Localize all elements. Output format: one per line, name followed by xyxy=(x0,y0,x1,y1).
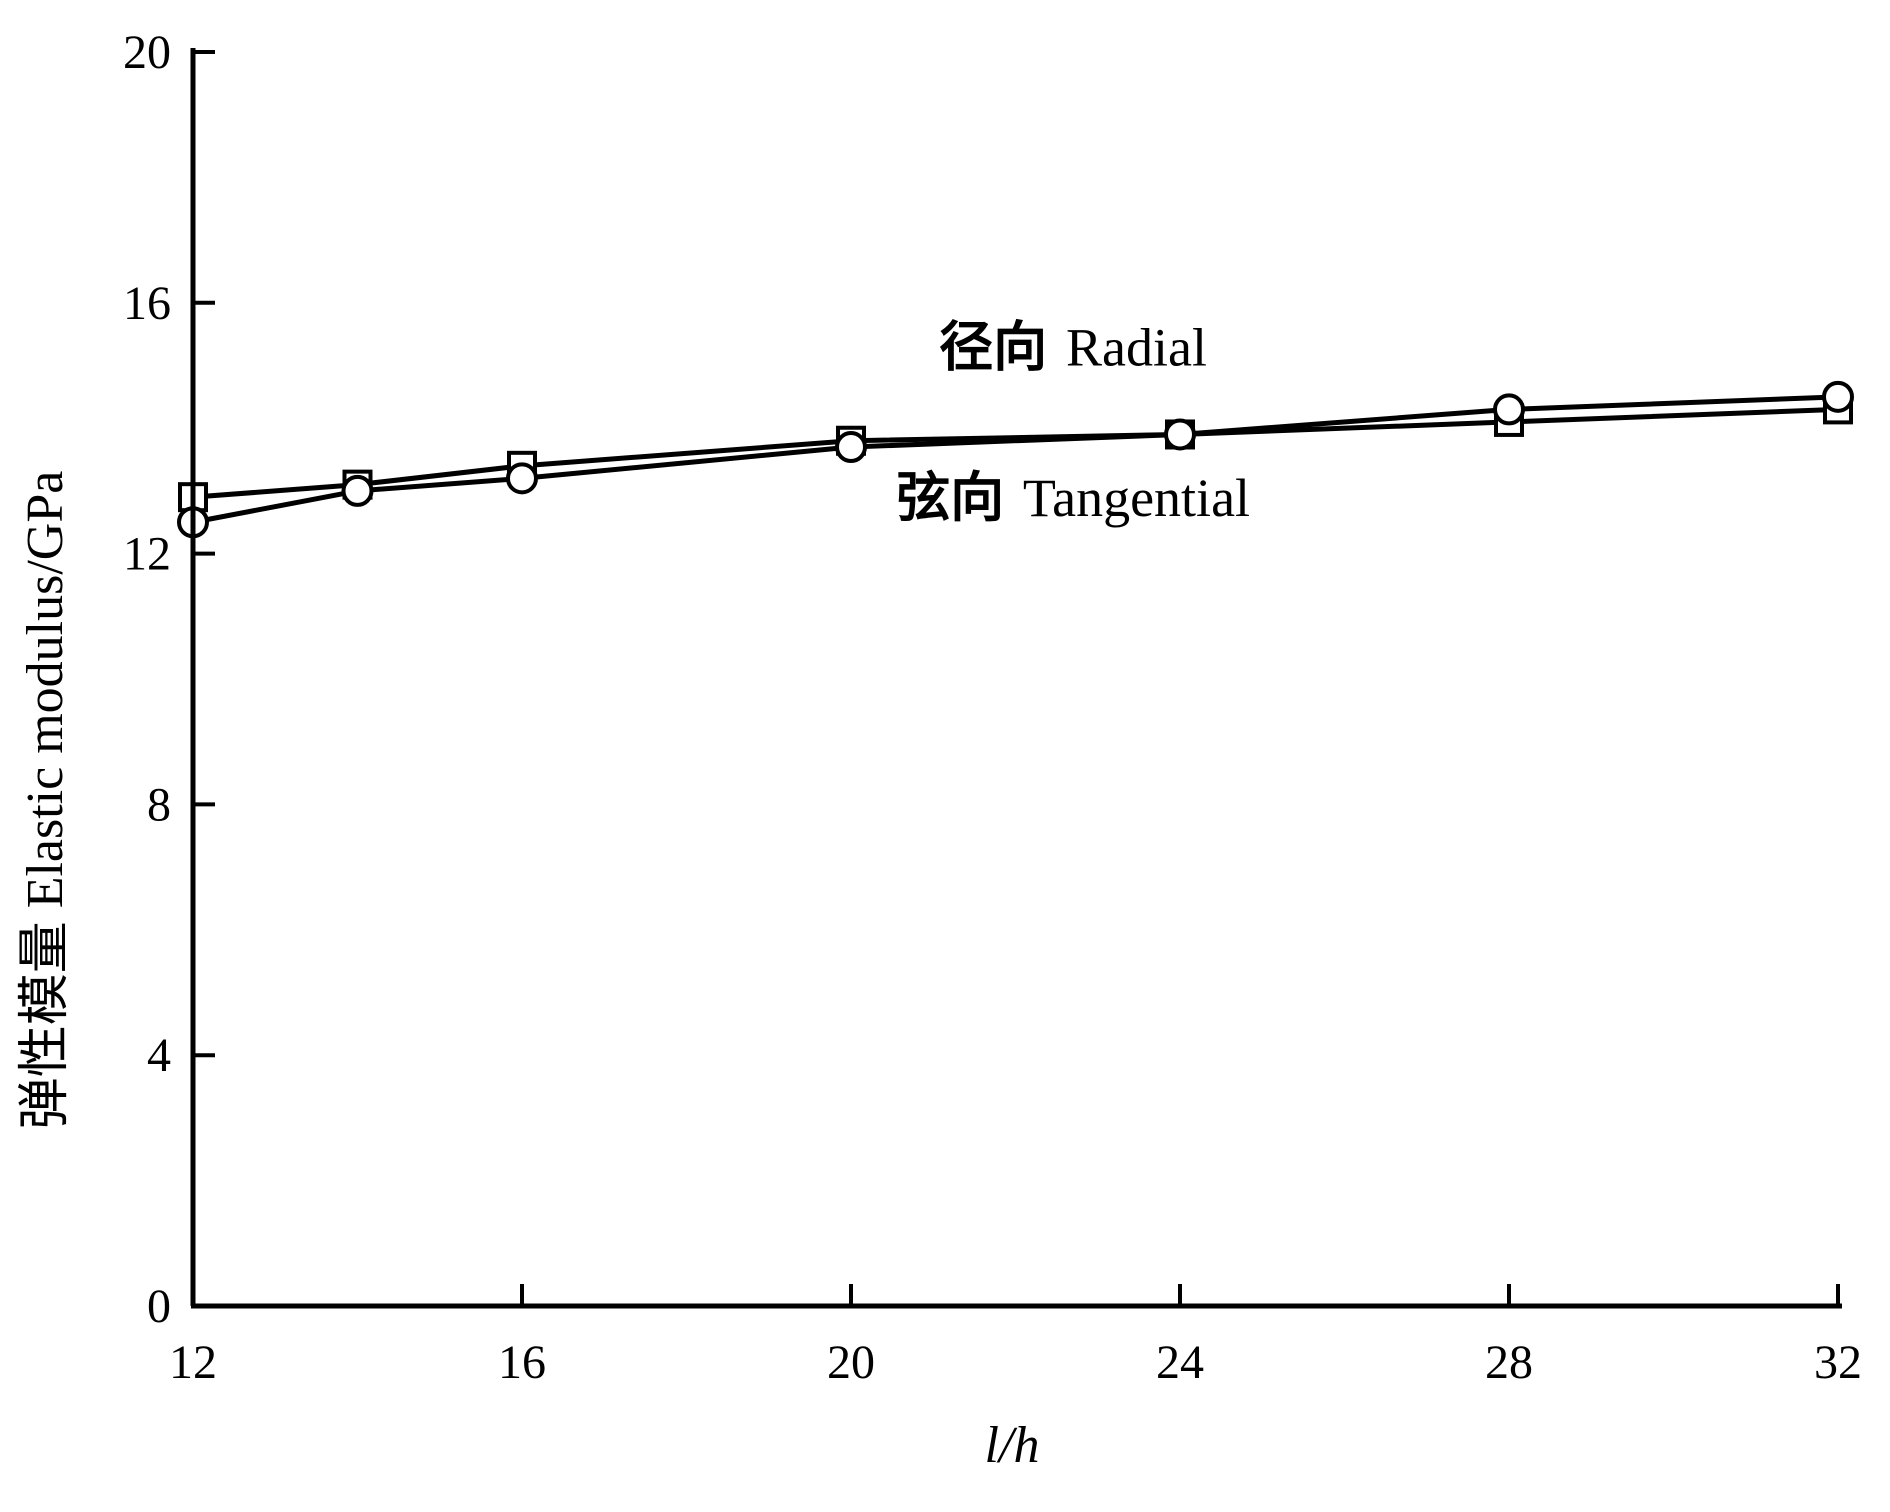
tangential-point-28 xyxy=(1493,393,1525,426)
x-tick-label-32: 32 xyxy=(1814,1336,1862,1389)
y-tick-label-0: 0 xyxy=(147,1280,171,1333)
y-tick-label-12: 12 xyxy=(123,528,171,581)
x-tick-label-12: 12 xyxy=(169,1336,217,1389)
axes: 0 4 8 12 16 20 12 16 20 24 28 32 xyxy=(123,26,1862,1389)
radial-label: 径向 Radial xyxy=(939,316,1207,379)
tangential-point-14 xyxy=(341,474,374,507)
x-tick-label-28: 28 xyxy=(1485,1336,1533,1389)
x-tick-label-16: 16 xyxy=(498,1336,546,1389)
y-tick-label-16: 16 xyxy=(123,277,171,330)
tangential-point-24 xyxy=(1164,418,1196,451)
x-axis-title: l/h xyxy=(985,1417,1040,1474)
tangential-label: 弦向 Tangential xyxy=(896,466,1250,529)
annotations: 径向 Radial 弦向 Tangential xyxy=(896,316,1250,529)
y-tick-label-4: 4 xyxy=(147,1029,171,1082)
y-tick-label-8: 8 xyxy=(147,778,171,831)
plot-marks xyxy=(177,380,1854,539)
x-tick-label-24: 24 xyxy=(1156,1336,1204,1389)
tangential-point-20 xyxy=(835,431,867,464)
tangential-point-32 xyxy=(1822,380,1854,413)
annotation-cn: 径向 xyxy=(939,316,1066,379)
y-tick-label-20: 20 xyxy=(123,26,171,79)
tangential-point-16 xyxy=(506,462,538,495)
y-axis-title: 弹性模量 Elastic modulus/GPa xyxy=(17,471,74,1130)
x-tick-label-20: 20 xyxy=(827,1336,875,1389)
annotation-cn: 弦向 xyxy=(896,466,1023,529)
annotation-en: Radial xyxy=(1066,318,1207,378)
annotation-en: Tangential xyxy=(1023,468,1250,528)
